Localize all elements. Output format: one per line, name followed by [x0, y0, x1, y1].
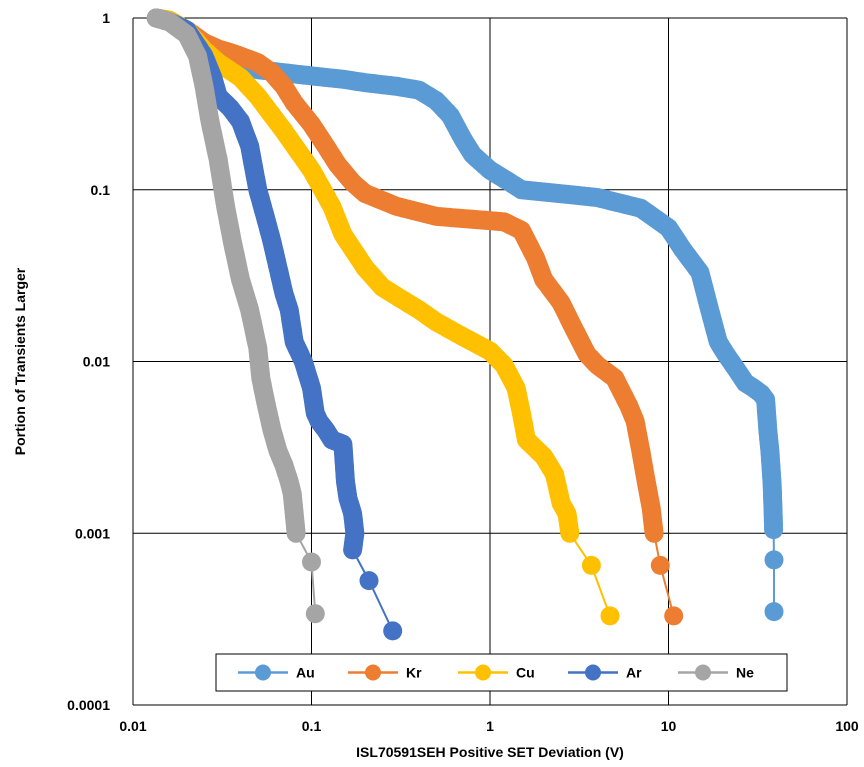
x-tick-label: 10	[661, 718, 677, 734]
legend: Au Kr Cu Ar Ne	[215, 653, 788, 692]
data-point	[764, 520, 784, 540]
legend-item-au: Au	[238, 664, 315, 681]
x-tick-label: 0.01	[119, 718, 146, 734]
legend-item-cu: Cu	[458, 664, 535, 681]
y-tick-label: 0.001	[75, 525, 110, 541]
y-tick-label: 1	[102, 10, 110, 26]
legend-label: Ar	[626, 665, 642, 681]
data-point	[764, 550, 784, 570]
data-point	[302, 552, 321, 572]
data-point	[286, 523, 306, 543]
legend-marker	[475, 664, 491, 681]
legend-item-ar: Ar	[568, 664, 642, 681]
series-layer	[146, 8, 784, 641]
data-point	[664, 606, 684, 626]
x-tick-label: 1	[486, 718, 494, 734]
legend-label: Kr	[406, 665, 422, 681]
x-axis-title: ISL70591SEH Positive SET Deviation (V)	[356, 744, 624, 760]
legend-item-ne: Ne	[678, 664, 754, 681]
data-point	[764, 602, 784, 622]
series-kr	[146, 8, 684, 626]
data-point	[305, 604, 325, 624]
legend-marker	[255, 664, 271, 681]
legend-label: Cu	[516, 665, 535, 681]
legend-marker	[695, 664, 711, 681]
data-point	[383, 621, 403, 641]
tick-labels: 0.01 0.1 1 10 100 0.0001 0.001 0.01 0.1 1	[67, 10, 859, 734]
data-point	[644, 523, 664, 543]
series-ne	[146, 8, 325, 624]
y-tick-label: 0.0001	[67, 697, 110, 713]
data-point	[600, 606, 620, 626]
data-point	[560, 523, 580, 543]
y-tick-label: 0.1	[91, 182, 111, 198]
y-tick-label: 0.01	[83, 354, 110, 370]
x-tick-label: 100	[835, 718, 859, 734]
legend-label: Ne	[736, 665, 754, 681]
data-point	[359, 571, 379, 591]
data-point	[343, 540, 363, 560]
legend-marker	[365, 664, 381, 681]
legend-marker	[585, 664, 601, 681]
legend-item-kr: Kr	[348, 664, 422, 681]
y-axis-title: Portion of Transients Larger	[12, 267, 28, 455]
legend-label: Au	[296, 665, 315, 681]
x-tick-label: 0.1	[302, 718, 322, 734]
data-point	[581, 555, 601, 575]
data-point	[650, 555, 670, 575]
